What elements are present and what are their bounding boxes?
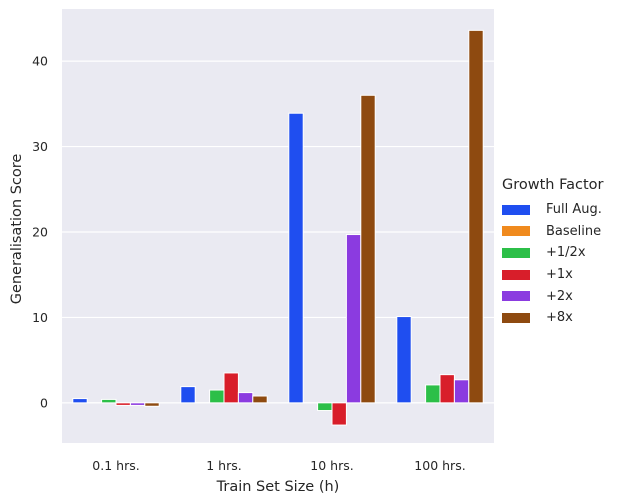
bar: [101, 398, 117, 404]
bar: [360, 94, 376, 404]
bar: [252, 395, 268, 404]
x-tick-label: 10 hrs.: [310, 458, 353, 473]
y-axis-label: Generalisation Score: [9, 154, 25, 305]
legend-item: +2x: [502, 285, 617, 307]
legend-label: +1/2x: [546, 245, 586, 261]
x-tick-label: 100 hrs.: [414, 458, 465, 473]
legend-item: Full Aug.: [502, 199, 617, 221]
y-tick-label: 40: [32, 54, 48, 69]
bar: [115, 402, 131, 406]
legend-swatch: [502, 204, 530, 215]
legend: Growth Factor Full Aug. Baseline +1/2x +1x +…: [502, 177, 617, 329]
bar: [439, 374, 455, 404]
legend-swatch: [502, 312, 530, 323]
y-tick-label: 30: [32, 139, 48, 154]
legend-swatch: [502, 226, 530, 237]
x-tick-label: 1 hrs.: [206, 458, 241, 473]
x-axis-label: Train Set Size (h): [216, 479, 340, 495]
y-tick-label: 0: [40, 395, 48, 410]
legend-label: +8x: [546, 310, 573, 326]
legend-item: +1/2x: [502, 242, 617, 264]
bar: [237, 392, 254, 404]
bars: [72, 29, 484, 426]
legend-swatch: [502, 247, 530, 258]
y-tick-labels: 0 10 20 30 40: [32, 54, 48, 411]
bar: [468, 29, 484, 404]
legend-label: Baseline: [546, 223, 602, 239]
bar: [129, 402, 146, 406]
bar: [425, 384, 441, 404]
legend-label: Full Aug.: [546, 202, 602, 218]
bar: [72, 398, 88, 404]
x-tick-labels: 0.1 hrs. 1 hrs. 10 hrs. 100 hrs.: [92, 458, 465, 473]
y-tick-label: 20: [32, 224, 48, 239]
x-tick-label: 0.1 hrs.: [92, 458, 139, 473]
legend-swatch: [502, 269, 530, 280]
legend-title: Growth Factor: [502, 177, 604, 193]
bar: [345, 234, 362, 404]
legend-swatch: [502, 291, 530, 302]
legend-items: Full Aug. Baseline +1/2x +1x +2x +8x: [502, 199, 617, 329]
legend-item: +1x: [502, 264, 617, 286]
bar: [288, 112, 304, 404]
bar: [317, 402, 333, 412]
bar: [453, 379, 470, 404]
plot-background: [62, 9, 494, 443]
bar: [396, 316, 412, 404]
legend-label: +2x: [546, 288, 573, 304]
bar: [180, 386, 196, 404]
bar: [331, 402, 347, 426]
legend-item: +8x: [502, 307, 617, 329]
legend-item: Baseline: [502, 221, 617, 243]
bar: [209, 389, 225, 404]
bar: [144, 402, 160, 407]
legend-label: +1x: [546, 267, 573, 283]
y-tick-label: 10: [32, 310, 48, 325]
bar: [223, 372, 239, 404]
